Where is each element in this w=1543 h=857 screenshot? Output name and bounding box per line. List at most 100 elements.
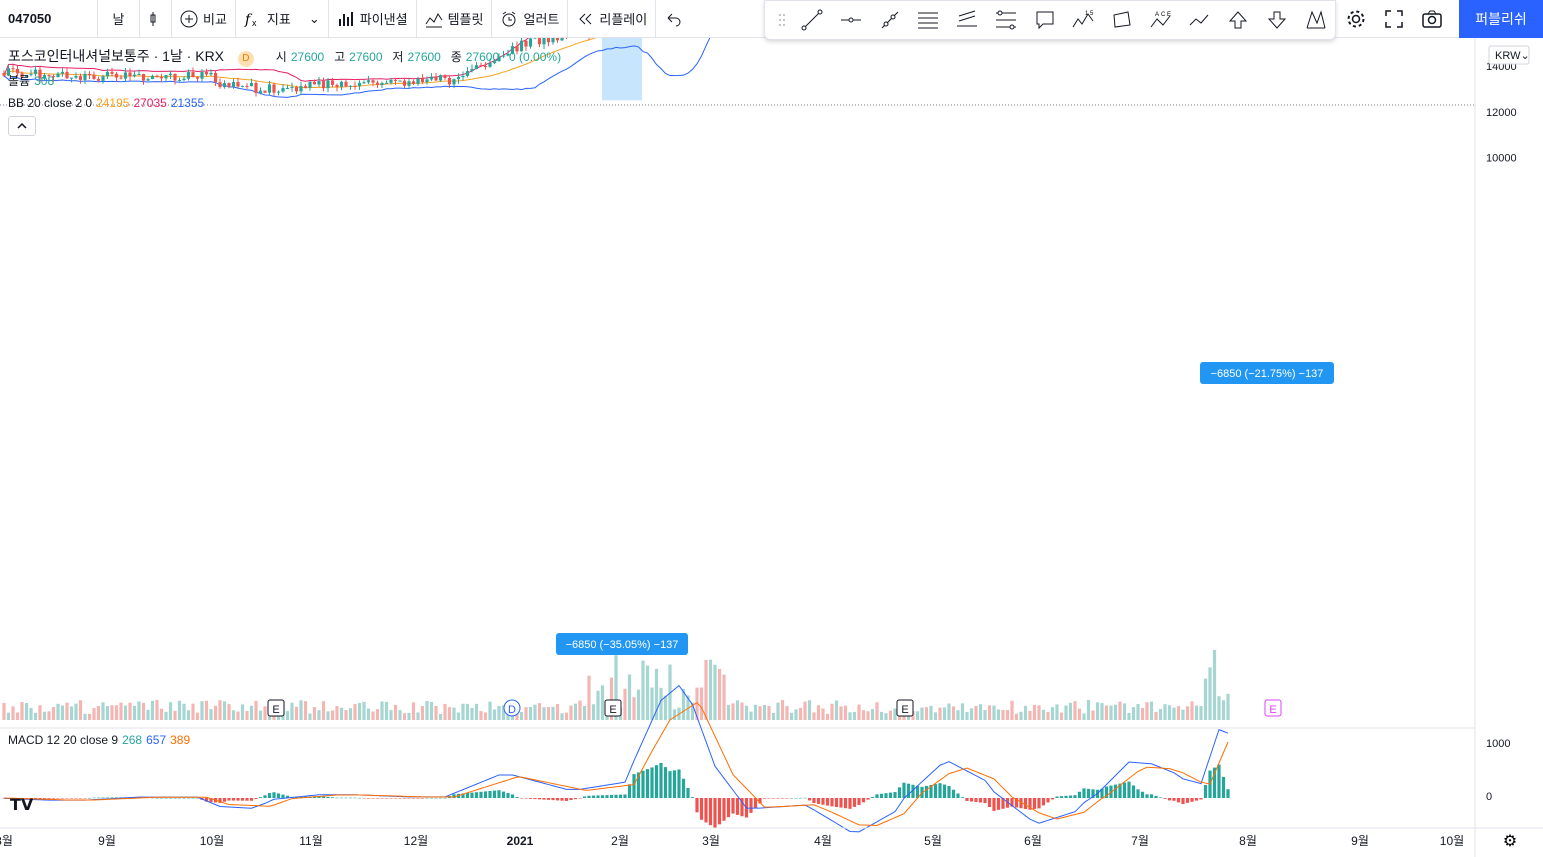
macd-hist-bar xyxy=(1163,798,1167,799)
macd-hist-bar xyxy=(51,798,56,799)
volume-bar xyxy=(425,700,429,720)
macd-hist-bar xyxy=(1149,794,1154,798)
chart-type-button[interactable] xyxy=(140,0,172,38)
macd-hist-bar xyxy=(1059,796,1064,798)
interval-button[interactable]: 날 xyxy=(98,0,140,38)
path-tool[interactable] xyxy=(1180,1,1219,39)
pine-button[interactable]: 파이낸셜 xyxy=(329,0,417,38)
screenshot-button[interactable] xyxy=(1413,0,1451,38)
macd-hist-bar xyxy=(1100,788,1104,798)
candle xyxy=(267,84,272,93)
macd-hist-bar xyxy=(645,769,650,798)
volume-bar xyxy=(569,705,573,720)
fullscreen-button[interactable] xyxy=(1375,0,1413,38)
macd-hist-bar xyxy=(542,798,546,800)
publish-button[interactable]: 퍼블리쉬 xyxy=(1459,0,1543,38)
volume-bar xyxy=(294,706,299,720)
settings-button[interactable] xyxy=(1337,0,1375,38)
compare-button[interactable]: 비교 xyxy=(172,0,236,38)
macd-hist-bar xyxy=(771,798,776,799)
fib-icon xyxy=(995,10,1016,30)
volume-value: 308 xyxy=(34,74,55,88)
volume-bar xyxy=(303,701,308,720)
volume-bar xyxy=(123,705,128,720)
candle xyxy=(105,71,110,77)
candle xyxy=(285,87,290,89)
macd-hist-bar xyxy=(596,795,600,798)
volume-bar xyxy=(384,701,389,720)
volume-bar xyxy=(731,703,735,720)
collapse-legend-button[interactable] xyxy=(8,116,36,136)
volume-bar xyxy=(222,701,227,720)
volume-bar xyxy=(578,700,582,720)
grip-icon xyxy=(778,14,785,26)
volume-bar xyxy=(704,659,708,720)
fib-retracement-tool[interactable] xyxy=(986,1,1025,39)
xabcd-icon xyxy=(1306,10,1326,29)
indicators-button[interactable]: f x 지표 ⌄ xyxy=(236,0,329,38)
pitchfork-tool[interactable] xyxy=(948,1,987,39)
tv-logo: 𝗧𝗩 xyxy=(10,797,34,814)
volume-bar xyxy=(461,703,465,720)
undo-button[interactable] xyxy=(656,0,695,38)
volume-bar xyxy=(1208,667,1212,720)
candle xyxy=(294,87,299,92)
shape-tool[interactable] xyxy=(1103,1,1142,39)
parallel-channel-tool[interactable] xyxy=(909,1,948,39)
candle xyxy=(168,73,173,76)
drag-handle[interactable] xyxy=(771,1,793,39)
volume-bar xyxy=(749,711,753,720)
volume-bar xyxy=(609,677,614,720)
xabcd-pattern-tool[interactable] xyxy=(1296,1,1335,39)
arrow-up-tool[interactable] xyxy=(1219,1,1258,39)
volume-bar xyxy=(362,701,366,720)
candles xyxy=(2,38,590,97)
volume-bar xyxy=(101,702,105,720)
macd-hist-bar xyxy=(1122,782,1127,798)
macd-hist-bar xyxy=(551,798,555,801)
trend-line-tool[interactable] xyxy=(793,1,832,39)
volume-bar xyxy=(861,710,866,720)
arrow-down-tool[interactable] xyxy=(1257,1,1296,39)
candle xyxy=(380,83,384,86)
macd-hist-bar xyxy=(695,798,699,813)
price-chart[interactable]: 1.618(35700)1(31400)0.786(29950)0.618(28… xyxy=(0,38,1543,857)
volume-bar xyxy=(789,712,794,720)
macd-hist-bar xyxy=(222,798,227,802)
macd-hist-bar xyxy=(830,798,834,807)
symbol-search[interactable]: 047050 xyxy=(0,0,98,38)
macd-hist-bar xyxy=(393,798,398,799)
alert-button[interactable]: 얼러트 xyxy=(492,0,569,38)
volume-bar xyxy=(852,712,857,720)
macd-hist-bar xyxy=(672,770,677,798)
candle xyxy=(218,82,222,88)
candle xyxy=(276,91,281,93)
volume-bar xyxy=(650,687,654,720)
candle xyxy=(146,79,150,81)
legend-low-label: 저 xyxy=(392,50,404,64)
volume-bar xyxy=(915,711,920,720)
ray-tool[interactable] xyxy=(870,1,909,39)
templates-button[interactable]: 템플릿 xyxy=(417,0,493,38)
candle xyxy=(186,72,191,79)
svg-text:A: A xyxy=(1155,12,1159,18)
volume-bar xyxy=(474,703,479,720)
candle xyxy=(465,71,470,76)
horizontal-ray-tool[interactable] xyxy=(832,1,871,39)
volume-bar xyxy=(843,705,848,720)
bb-basis: 24195 xyxy=(96,96,130,110)
replay-button[interactable]: 리플레이 xyxy=(568,0,657,38)
volume-bar xyxy=(762,704,767,720)
callout-tool[interactable] xyxy=(1025,1,1064,39)
candle xyxy=(299,86,303,92)
macd-hist-bar xyxy=(690,797,695,798)
candle xyxy=(249,83,254,87)
volume-bar xyxy=(1037,705,1041,720)
volume-bar xyxy=(137,701,141,720)
macd-hist-bar xyxy=(384,798,389,799)
volume-bar xyxy=(497,705,501,720)
